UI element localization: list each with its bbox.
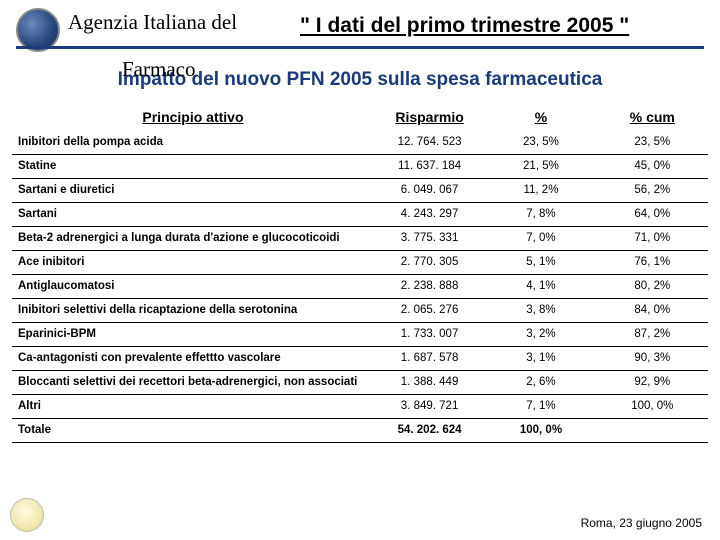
table-total-row: Totale54. 202. 624100, 0% xyxy=(12,418,708,442)
subtitle-prefix: Farmaco xyxy=(122,57,195,82)
cell-pct-cum: 84, 0% xyxy=(597,298,708,322)
cell-pct-cum: 90, 3% xyxy=(597,346,708,370)
cell-risparmio: 1. 733. 007 xyxy=(374,322,485,346)
cell-principio: Ace inibitori xyxy=(12,250,374,274)
cell-risparmio: 1. 687. 578 xyxy=(374,346,485,370)
cell-pct-cum: 23, 5% xyxy=(597,131,708,155)
cell-risparmio: 2. 238. 888 xyxy=(374,274,485,298)
cell-principio: Beta-2 adrenergici a lunga durata d'azio… xyxy=(12,226,374,250)
cell-principio: Sartani xyxy=(12,202,374,226)
cell-total-pct: 100, 0% xyxy=(485,418,596,442)
table-row: Statine11. 637. 18421, 5%45, 0% xyxy=(12,154,708,178)
header: Agenzia Italiana del " I dati del primo … xyxy=(0,0,720,54)
table-row: Inibitori selettivi della ricaptazione d… xyxy=(12,298,708,322)
table-row: Ca-antagonisti con prevalente effettto v… xyxy=(12,346,708,370)
footer-seal-icon xyxy=(10,498,44,532)
cell-pct-cum: 56, 2% xyxy=(597,178,708,202)
data-table: Principio attivo Risparmio % % cum Inibi… xyxy=(12,101,708,443)
cell-principio: Inibitori selettivi della ricaptazione d… xyxy=(12,298,374,322)
cell-pct-cum: 87, 2% xyxy=(597,322,708,346)
col-header-pct-cum: % cum xyxy=(597,101,708,131)
page-title: " I dati del primo trimestre 2005 " xyxy=(300,14,629,38)
cell-pct-cum: 64, 0% xyxy=(597,202,708,226)
cell-risparmio: 4. 243. 297 xyxy=(374,202,485,226)
cell-risparmio: 11. 637. 184 xyxy=(374,154,485,178)
cell-principio: Statine xyxy=(12,154,374,178)
cell-pct: 3, 2% xyxy=(485,322,596,346)
cell-risparmio: 1. 388. 449 xyxy=(374,370,485,394)
table-row: Eparinici-BPM1. 733. 0073, 2%87, 2% xyxy=(12,322,708,346)
cell-pct: 23, 5% xyxy=(485,131,596,155)
header-rule xyxy=(16,46,704,49)
cell-principio: Eparinici-BPM xyxy=(12,322,374,346)
table-row: Sartani4. 243. 2977, 8%64, 0% xyxy=(12,202,708,226)
cell-risparmio: 2. 065. 276 xyxy=(374,298,485,322)
cell-pct: 5, 1% xyxy=(485,250,596,274)
cell-principio: Ca-antagonisti con prevalente effettto v… xyxy=(12,346,374,370)
cell-pct: 7, 1% xyxy=(485,394,596,418)
cell-pct: 3, 1% xyxy=(485,346,596,370)
col-header-principio: Principio attivo xyxy=(12,101,374,131)
cell-pct-cum: 80, 2% xyxy=(597,274,708,298)
table-header-row: Principio attivo Risparmio % % cum xyxy=(12,101,708,131)
cell-pct-cum: 71, 0% xyxy=(597,226,708,250)
cell-principio: Sartani e diuretici xyxy=(12,178,374,202)
cell-pct: 7, 0% xyxy=(485,226,596,250)
footer-date: Roma, 23 giugno 2005 xyxy=(581,516,702,530)
table-row: Sartani e diuretici6. 049. 06711, 2%56, … xyxy=(12,178,708,202)
cell-pct: 3, 8% xyxy=(485,298,596,322)
cell-pct: 2, 6% xyxy=(485,370,596,394)
cell-total-risparmio: 54. 202. 624 xyxy=(374,418,485,442)
cell-risparmio: 2. 770. 305 xyxy=(374,250,485,274)
cell-risparmio: 3. 849. 721 xyxy=(374,394,485,418)
cell-pct: 21, 5% xyxy=(485,154,596,178)
table-row: Ace inibitori2. 770. 3055, 1%76, 1% xyxy=(12,250,708,274)
agency-name-line2: Farmaco xyxy=(122,57,195,81)
col-header-risparmio: Risparmio xyxy=(374,101,485,131)
cell-principio: Bloccanti selettivi dei recettori beta-a… xyxy=(12,370,374,394)
agency-name-line1: Agenzia Italiana del xyxy=(68,10,237,34)
cell-total-label: Totale xyxy=(12,418,374,442)
cell-pct: 7, 8% xyxy=(485,202,596,226)
table-row: Altri3. 849. 7217, 1%100, 0% xyxy=(12,394,708,418)
table-row: Beta-2 adrenergici a lunga durata d'azio… xyxy=(12,226,708,250)
cell-risparmio: 3. 775. 331 xyxy=(374,226,485,250)
cell-principio: Inibitori della pompa acida xyxy=(12,131,374,155)
cell-risparmio: 6. 049. 067 xyxy=(374,178,485,202)
agency-name-block: Agenzia Italiana del xyxy=(68,10,237,34)
cell-pct: 4, 1% xyxy=(485,274,596,298)
cell-total-pct-cum xyxy=(597,418,708,442)
cell-pct-cum: 76, 1% xyxy=(597,250,708,274)
cell-principio: Antiglaucomatosi xyxy=(12,274,374,298)
table-row: Bloccanti selettivi dei recettori beta-a… xyxy=(12,370,708,394)
cell-principio: Altri xyxy=(12,394,374,418)
cell-pct-cum: 92, 9% xyxy=(597,370,708,394)
cell-pct-cum: 45, 0% xyxy=(597,154,708,178)
table-row: Inibitori della pompa acida12. 764. 5232… xyxy=(12,131,708,155)
cell-pct-cum: 100, 0% xyxy=(597,394,708,418)
col-header-pct: % xyxy=(485,101,596,131)
cell-pct: 11, 2% xyxy=(485,178,596,202)
cell-risparmio: 12. 764. 523 xyxy=(374,131,485,155)
table-row: Antiglaucomatosi2. 238. 8884, 1%80, 2% xyxy=(12,274,708,298)
